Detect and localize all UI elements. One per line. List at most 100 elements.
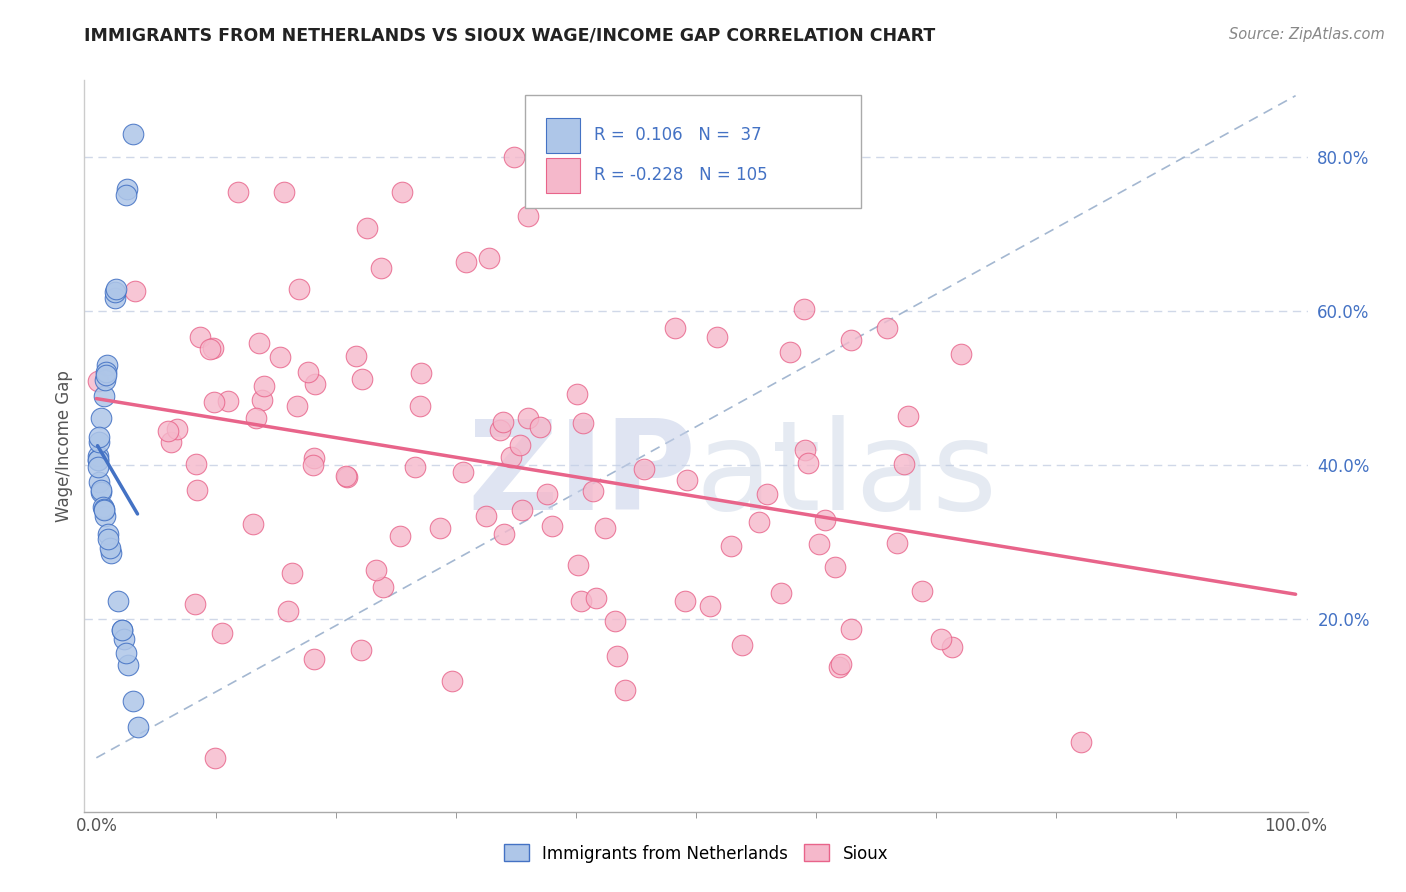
Point — [492, 526, 515, 541]
Point — [94, 368, 117, 383]
Point — [593, 521, 616, 535]
Point — [699, 599, 721, 613]
Point — [93, 501, 115, 516]
Point — [779, 345, 801, 359]
Point — [117, 658, 139, 673]
Text: R =  0.106   N =  37: R = 0.106 N = 37 — [595, 126, 762, 145]
Point — [756, 487, 779, 501]
Point — [582, 484, 605, 499]
Point — [824, 560, 846, 574]
Point — [98, 541, 121, 555]
Point — [104, 285, 127, 300]
Point — [86, 374, 108, 388]
Point — [350, 372, 373, 386]
Point — [893, 457, 915, 471]
Point — [253, 378, 276, 392]
Point — [198, 342, 221, 356]
Point — [517, 411, 540, 425]
Text: ZIP: ZIP — [467, 415, 696, 536]
Point — [97, 532, 120, 546]
Point — [250, 392, 273, 407]
Point — [247, 336, 270, 351]
Point — [217, 393, 239, 408]
Point — [1070, 734, 1092, 748]
Point — [492, 416, 515, 430]
Point — [391, 186, 413, 200]
Point — [769, 586, 792, 600]
Point — [100, 546, 122, 560]
Point — [429, 521, 451, 535]
Bar — [546, 118, 579, 153]
Point — [501, 450, 523, 464]
Point — [841, 334, 863, 348]
Point — [633, 461, 655, 475]
Point — [90, 410, 112, 425]
Point — [830, 657, 852, 671]
Point — [201, 341, 224, 355]
Point — [673, 594, 696, 608]
Point — [364, 563, 387, 577]
Point — [304, 377, 326, 392]
Point — [288, 282, 311, 296]
Point — [285, 399, 308, 413]
Point — [453, 465, 475, 479]
Point — [127, 720, 149, 734]
Point — [603, 614, 626, 628]
Point — [87, 434, 110, 449]
Point — [188, 330, 211, 344]
Point — [516, 210, 538, 224]
Point — [409, 366, 432, 380]
Point — [748, 515, 770, 529]
Point — [350, 642, 373, 657]
Point — [93, 508, 115, 523]
Point — [89, 430, 111, 444]
Point — [112, 632, 135, 646]
Point — [536, 487, 558, 501]
Point — [808, 536, 831, 550]
Point — [569, 594, 592, 608]
Point — [111, 623, 134, 637]
Point — [242, 517, 264, 532]
Text: Source: ZipAtlas.com: Source: ZipAtlas.com — [1229, 27, 1385, 42]
Point — [876, 321, 898, 335]
Text: atlas: atlas — [696, 415, 998, 536]
Point — [86, 459, 108, 474]
Point — [93, 389, 115, 403]
Point — [115, 646, 138, 660]
Point — [96, 358, 118, 372]
Point — [302, 451, 325, 466]
Point — [89, 475, 111, 489]
Point — [794, 443, 817, 458]
Point — [664, 321, 686, 335]
Point — [115, 188, 138, 202]
Point — [280, 566, 302, 580]
Point — [94, 373, 117, 387]
Point — [156, 424, 179, 438]
Point — [111, 624, 134, 638]
Bar — [546, 158, 579, 193]
Point — [159, 435, 181, 450]
Point — [931, 632, 953, 646]
Text: IMMIGRANTS FROM NETHERLANDS VS SIOUX WAGE/INCOME GAP CORRELATION CHART: IMMIGRANTS FROM NETHERLANDS VS SIOUX WAG… — [84, 27, 935, 45]
Point — [86, 449, 108, 463]
Point — [441, 673, 464, 688]
Point — [91, 500, 114, 514]
Point — [273, 186, 295, 200]
Point — [793, 301, 815, 316]
Point — [797, 456, 820, 470]
Point — [336, 470, 359, 484]
Point — [86, 453, 108, 467]
Point — [911, 583, 934, 598]
Point — [86, 453, 108, 467]
Point — [104, 291, 127, 305]
Point — [90, 483, 112, 497]
Point — [475, 509, 498, 524]
Point — [720, 539, 742, 553]
Point — [166, 422, 188, 436]
Point — [277, 604, 299, 618]
Point — [211, 626, 233, 640]
Point — [541, 518, 564, 533]
FancyBboxPatch shape — [524, 95, 860, 209]
Point — [121, 127, 143, 141]
Point — [301, 458, 323, 473]
